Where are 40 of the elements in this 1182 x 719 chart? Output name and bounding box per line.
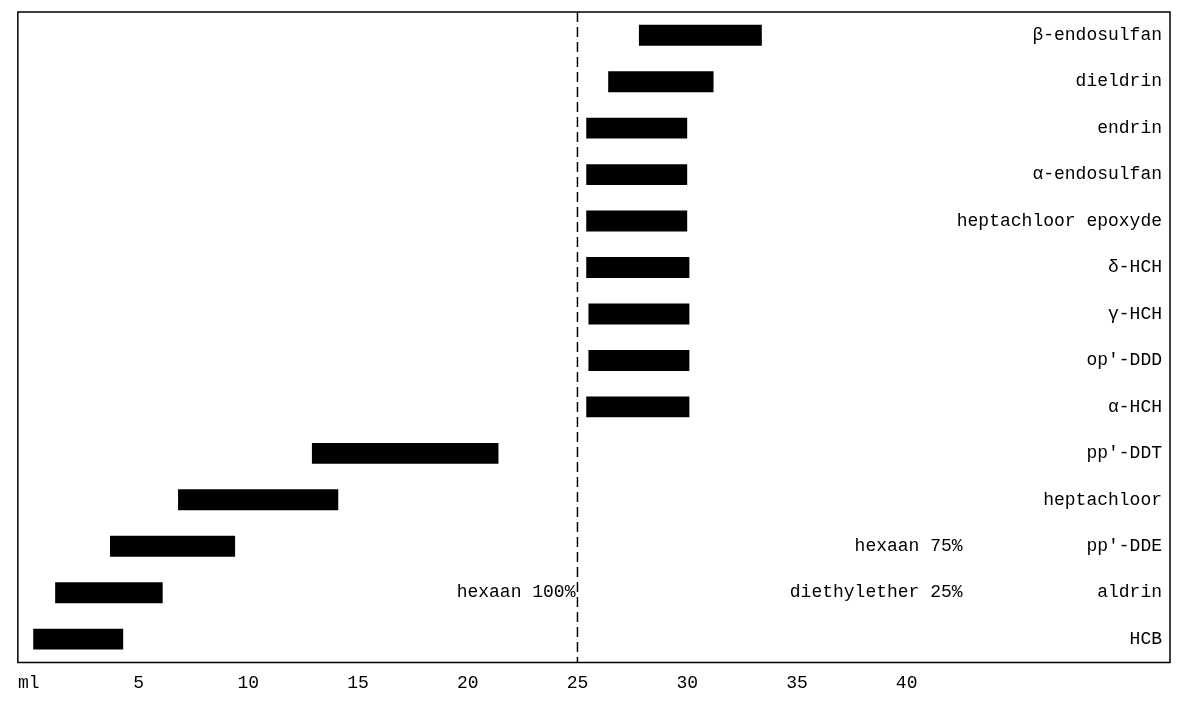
y-tick-label: heptachloor bbox=[1043, 489, 1162, 510]
bar bbox=[588, 303, 690, 325]
x-tick-label: 20 bbox=[456, 672, 479, 693]
x-tick-label: 15 bbox=[347, 672, 369, 693]
annotation: hexaan 100% bbox=[456, 582, 576, 603]
y-tick-label: α-HCH bbox=[1107, 396, 1162, 417]
bar bbox=[311, 442, 499, 464]
y-tick-label: HCB bbox=[1129, 628, 1163, 649]
x-tick-label: 40 bbox=[895, 672, 918, 693]
y-tick-label: heptachloor epoxyde bbox=[956, 210, 1162, 231]
bar bbox=[586, 210, 688, 232]
x-tick-label: 10 bbox=[237, 672, 260, 693]
y-tick-label: γ-HCH bbox=[1107, 303, 1162, 324]
y-tick-label: pp'-DDT bbox=[1086, 443, 1163, 464]
annotation: diethylether 25% bbox=[789, 582, 963, 603]
y-tick-label: op'-DDD bbox=[1086, 350, 1162, 371]
bar bbox=[586, 257, 690, 278]
x-tick-label: 25 bbox=[566, 672, 589, 693]
bar bbox=[586, 164, 688, 186]
y-tick-label: δ-HCH bbox=[1107, 257, 1162, 278]
bar bbox=[110, 535, 236, 557]
y-tick-label: aldrin bbox=[1097, 582, 1162, 603]
x-tick-label: 30 bbox=[676, 672, 698, 693]
x-tick-label: 35 bbox=[786, 672, 808, 693]
bar bbox=[178, 489, 339, 511]
bar bbox=[586, 117, 688, 139]
y-tick-label: β-endosulfan bbox=[1032, 24, 1162, 45]
bar bbox=[586, 396, 690, 418]
x-tick-label: 5 bbox=[133, 672, 144, 693]
bar bbox=[55, 582, 163, 604]
bar bbox=[608, 71, 714, 93]
y-tick-label: pp'-DDE bbox=[1086, 536, 1162, 557]
bar bbox=[638, 24, 762, 46]
x-tick-label: ml bbox=[18, 672, 40, 693]
y-tick-label: α-endosulfan bbox=[1032, 164, 1162, 185]
annotation: hexaan 75% bbox=[854, 536, 963, 557]
bar bbox=[588, 349, 690, 371]
y-tick-label: dieldrin bbox=[1075, 71, 1162, 92]
y-tick-label: endrin bbox=[1097, 117, 1162, 138]
bar bbox=[33, 628, 124, 650]
